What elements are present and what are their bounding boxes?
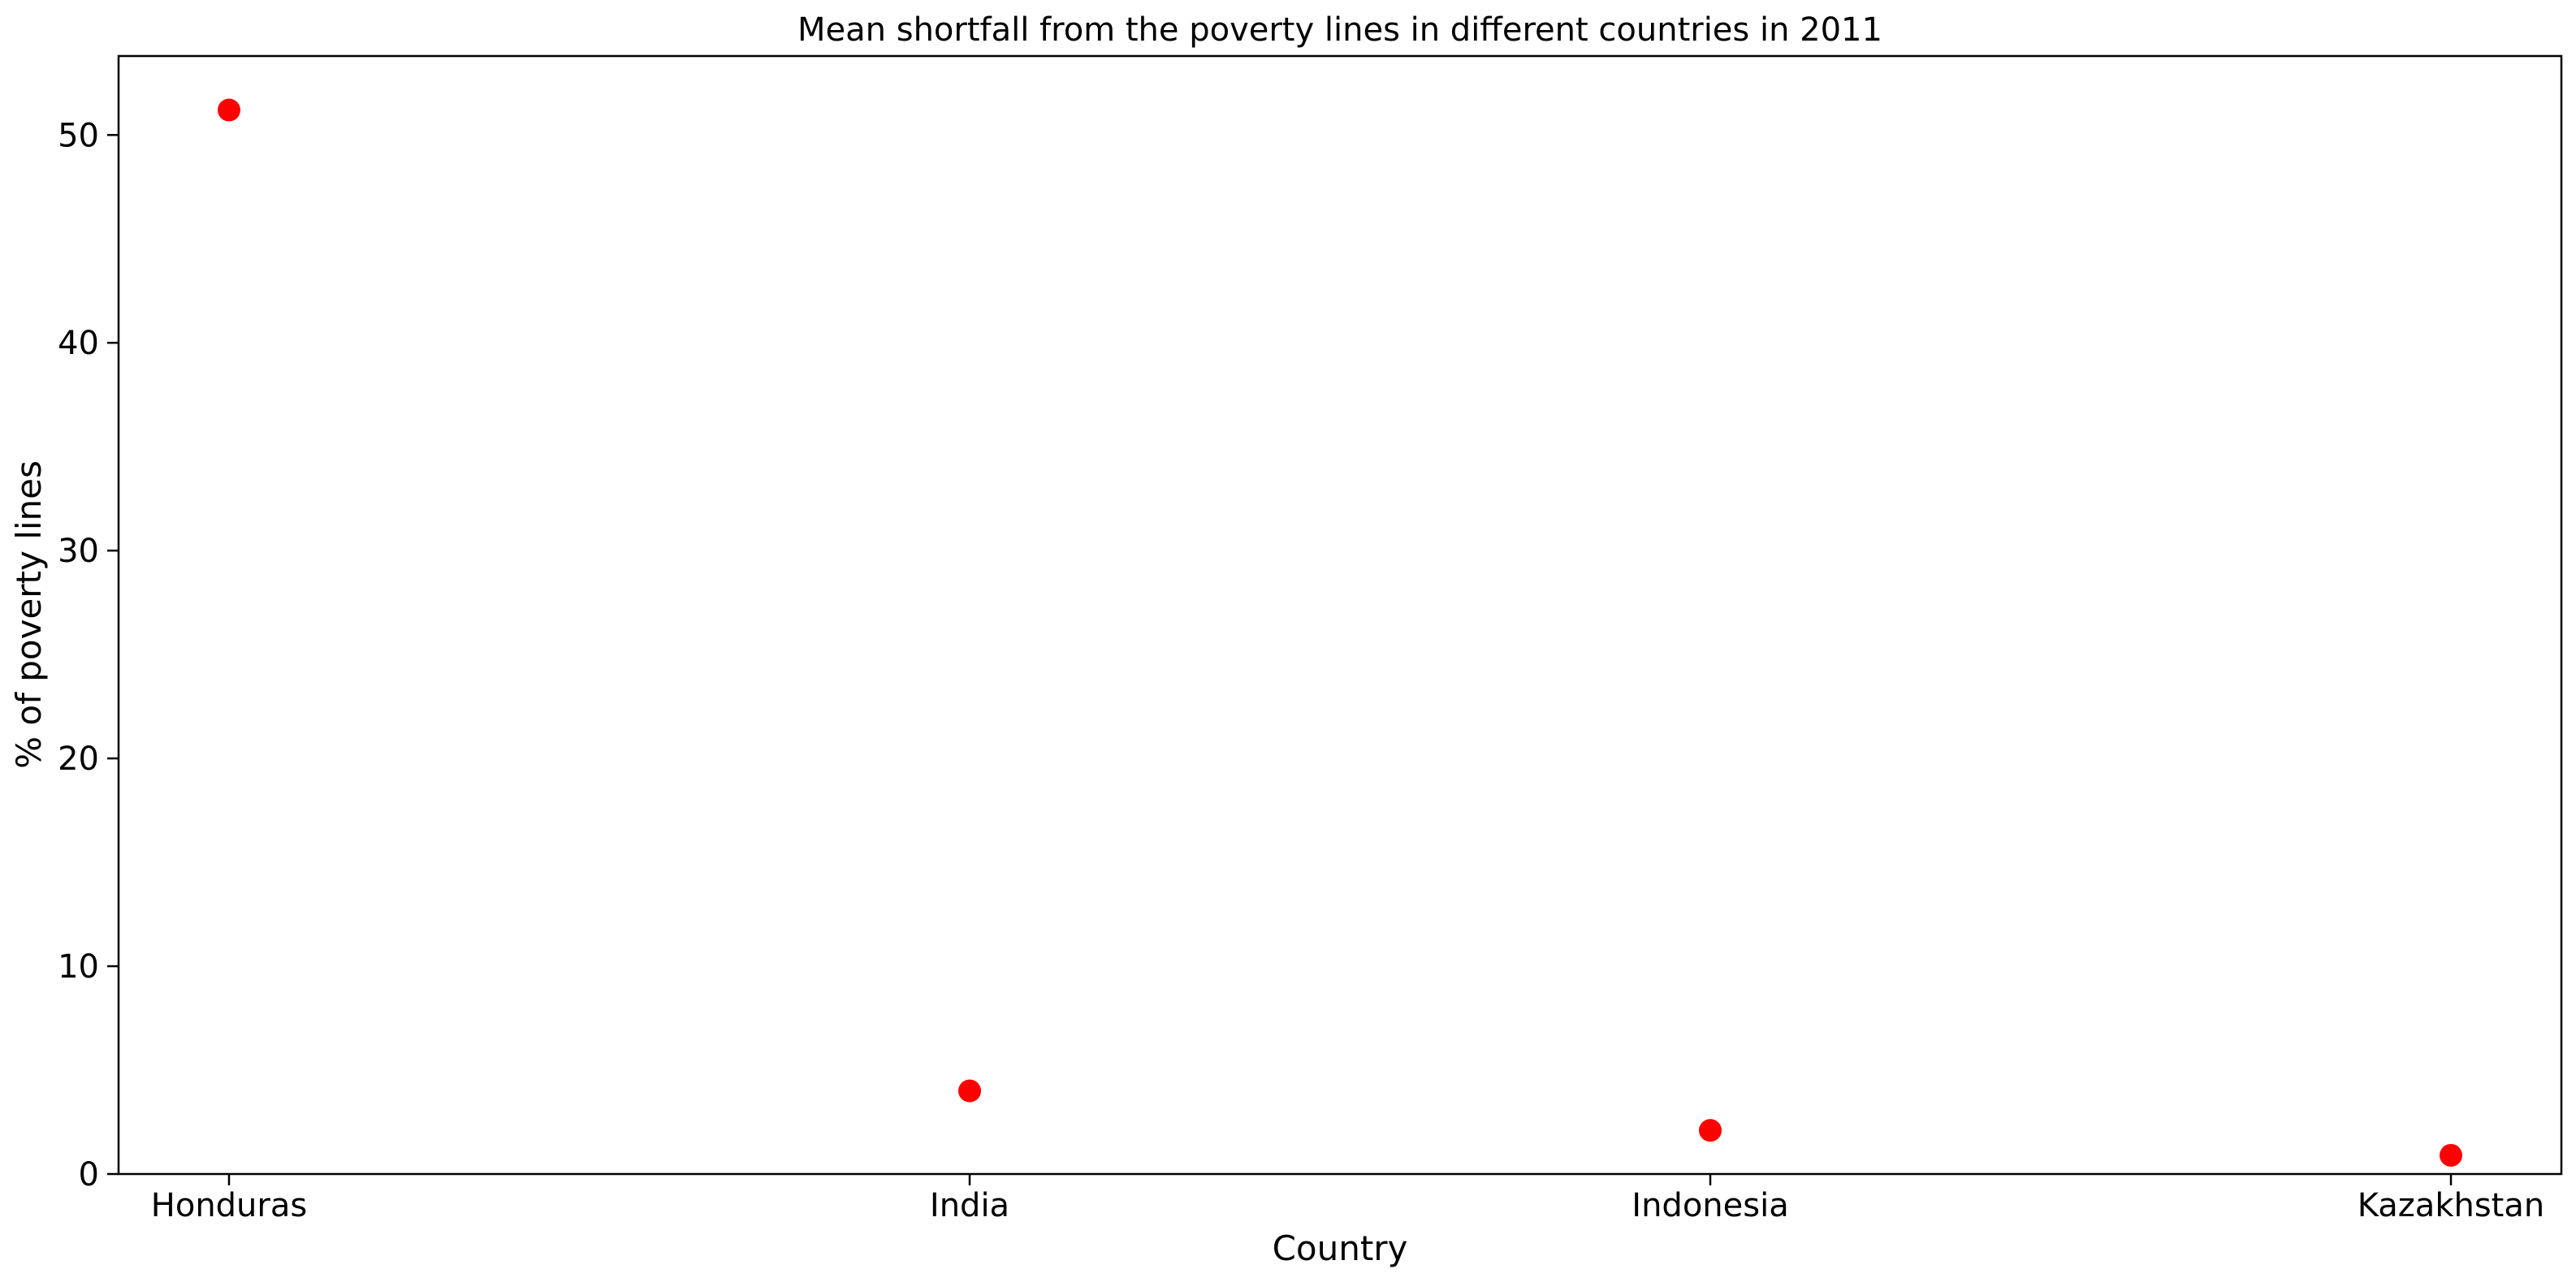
y-tick-label: 20 (58, 740, 99, 778)
data-points (218, 98, 2462, 1167)
plot-area-frame (117, 54, 2563, 1176)
x-axis-label: Country (1273, 1228, 1408, 1268)
data-point (1699, 1119, 1722, 1142)
data-point (958, 1079, 981, 1103)
y-tick-label: 30 (58, 533, 99, 570)
x-tick-label: Kazakhstan (2358, 1187, 2544, 1224)
y-tick-label: 10 (58, 948, 99, 986)
y-tick-label: 40 (58, 325, 99, 362)
data-point (218, 98, 240, 122)
x-tick-label: Honduras (151, 1187, 307, 1224)
y-tick-label: 0 (79, 1156, 99, 1194)
x-axis-ticks: Honduras India Indonesia Kazakhstan (151, 1174, 2544, 1224)
x-tick-label: Indonesia (1632, 1187, 1788, 1224)
y-tick-label: 50 (58, 117, 99, 154)
x-tick-label: India (930, 1187, 1009, 1224)
y-axis-label: % of poverty lines (9, 460, 49, 769)
y-axis-ticks: 0 10 20 30 40 50 (58, 117, 119, 1194)
data-point (2440, 1143, 2462, 1167)
chart-title: Mean shortfall from the poverty lines in… (797, 11, 1882, 49)
